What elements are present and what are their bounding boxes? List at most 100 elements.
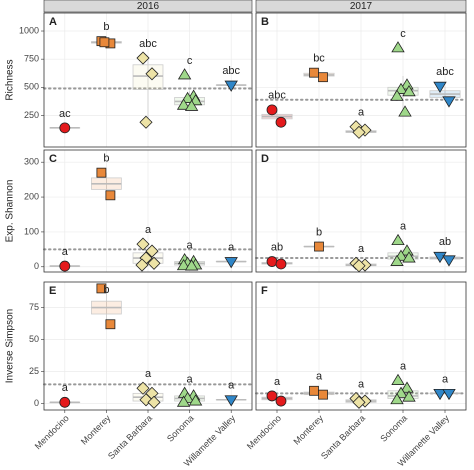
- significance-letter: a: [274, 376, 281, 388]
- panel-border: [255, 12, 467, 148]
- point: [394, 82, 408, 94]
- significance-letter: a: [187, 240, 194, 252]
- x-tick-label: Monterey: [79, 413, 113, 447]
- point: [309, 385, 319, 396]
- y-tick-label: 50: [29, 334, 39, 344]
- significance-letter: b: [316, 226, 322, 238]
- y-tick-label: 250: [24, 110, 39, 120]
- point: [391, 233, 405, 246]
- significance-letter: c: [400, 28, 406, 40]
- point: [177, 68, 192, 80]
- point: [433, 81, 447, 93]
- significance-letter: a: [442, 373, 449, 385]
- significance-letter: abc: [222, 65, 240, 77]
- significance-letter: a: [400, 360, 407, 372]
- point: [176, 258, 191, 271]
- significance-letter: a: [228, 380, 235, 392]
- significance-letter: ab: [439, 236, 451, 248]
- point: [147, 256, 161, 270]
- point: [266, 104, 278, 116]
- point: [176, 395, 191, 407]
- point: [442, 96, 456, 108]
- point: [390, 89, 404, 101]
- point: [275, 395, 287, 407]
- point: [184, 259, 199, 271]
- point: [224, 395, 238, 407]
- point: [352, 395, 366, 409]
- significance-letter: a: [145, 368, 152, 380]
- panel-label: B: [261, 16, 269, 28]
- point: [433, 388, 447, 401]
- point: [136, 237, 150, 251]
- panel-label: C: [49, 153, 57, 165]
- point: [402, 85, 416, 97]
- significance-letter: a: [62, 246, 69, 258]
- significance-letter: a: [187, 373, 194, 385]
- y-tick-label: 750: [24, 54, 39, 64]
- y-tick-label: 1000: [19, 25, 39, 35]
- strip: [255, 0, 467, 13]
- point: [99, 37, 110, 48]
- x-tick-label: Sonoma: [165, 413, 196, 444]
- point: [402, 251, 416, 263]
- point: [318, 389, 328, 400]
- significance-letter: c: [187, 55, 193, 67]
- significance-letter: b: [103, 153, 109, 165]
- significance-letter: a: [400, 221, 407, 233]
- y-tick-label: 200: [24, 191, 39, 201]
- point: [145, 244, 159, 258]
- y-axis-title: Richness: [5, 59, 16, 100]
- significance-letter: ac: [59, 108, 71, 120]
- point: [188, 394, 203, 406]
- y-tick-label: 500: [24, 82, 39, 92]
- point: [105, 319, 116, 330]
- point: [314, 241, 324, 252]
- y-tick-label: 25: [29, 366, 39, 376]
- x-tick-label: Sonoma: [378, 413, 409, 444]
- point: [224, 257, 238, 269]
- strip-title: 2017: [350, 1, 373, 12]
- significance-letter: a: [316, 371, 323, 383]
- point: [266, 256, 278, 267]
- significance-letter: bc: [313, 53, 325, 65]
- point: [139, 115, 153, 129]
- panel-border: [43, 12, 253, 148]
- significance-letter: a: [358, 243, 365, 255]
- point: [391, 373, 405, 385]
- point: [309, 67, 319, 78]
- significance-letter: a: [145, 224, 152, 236]
- point: [145, 67, 159, 81]
- y-tick-label: 100: [24, 226, 39, 236]
- y-tick-label: 0: [34, 398, 39, 408]
- point: [318, 72, 328, 83]
- y-tick-label: 300: [24, 157, 39, 167]
- point: [433, 251, 447, 264]
- point: [184, 99, 199, 111]
- point: [266, 390, 278, 402]
- point: [105, 190, 116, 201]
- y-axis-title: Exp. Shannon: [5, 180, 16, 243]
- point: [176, 98, 191, 110]
- significance-letter: a: [228, 241, 235, 253]
- point: [275, 258, 287, 270]
- box: [132, 64, 164, 90]
- x-tick-label: Santa Barbara: [106, 413, 154, 461]
- point: [96, 167, 107, 178]
- significance-letter: b: [103, 284, 109, 296]
- significance-letter: a: [358, 378, 365, 390]
- point: [136, 51, 150, 65]
- point: [390, 254, 404, 266]
- significance-letter: ab: [271, 241, 283, 253]
- point: [402, 390, 416, 402]
- panel-border: [43, 149, 253, 273]
- point: [180, 91, 195, 103]
- significance-letter: abc: [268, 90, 286, 102]
- significance-letter: b: [103, 21, 109, 33]
- significance-letter: a: [62, 382, 69, 394]
- panel-label: D: [261, 153, 269, 165]
- point: [390, 392, 404, 405]
- point: [442, 255, 456, 267]
- point: [442, 388, 456, 401]
- point: [136, 381, 150, 395]
